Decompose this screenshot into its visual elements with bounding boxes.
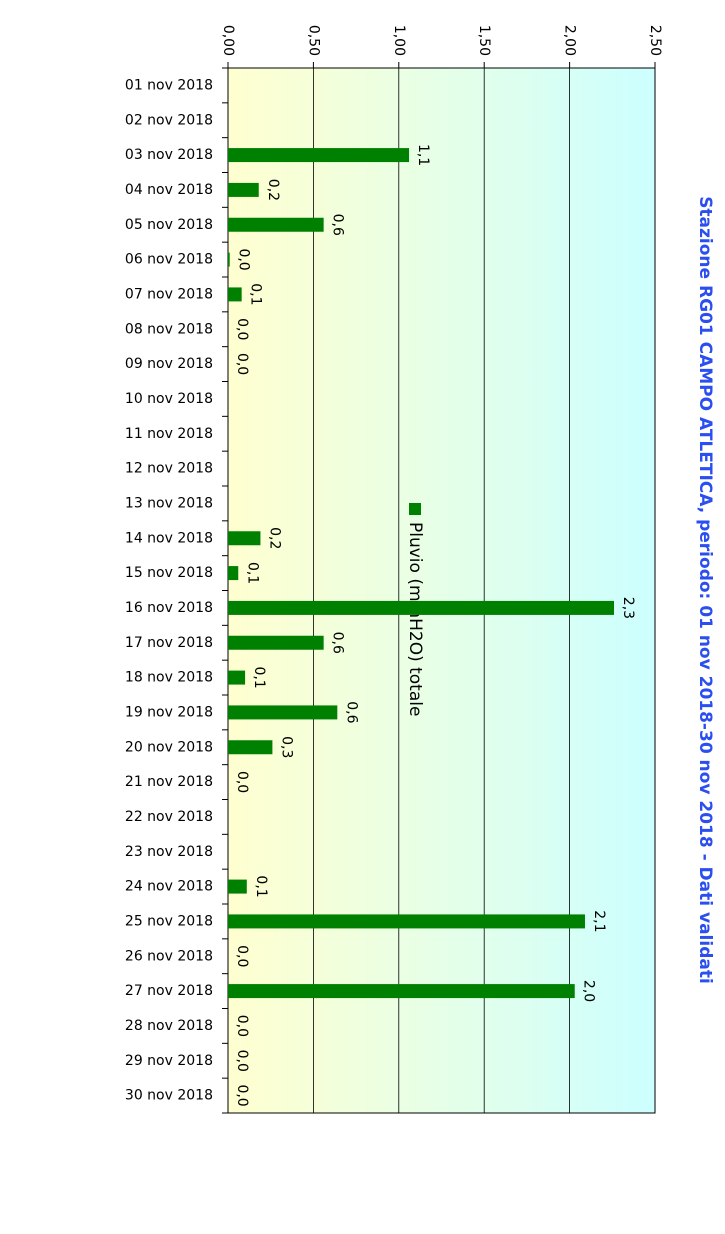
legend-swatch [409, 503, 421, 515]
y-tick-label: 05 nov 2018 [125, 217, 213, 233]
data-label: 0,1 [251, 666, 267, 688]
y-tick-label: 04 nov 2018 [125, 182, 213, 198]
data-label: 0,6 [330, 214, 346, 236]
data-label: 0,2 [266, 527, 282, 549]
bar [228, 600, 615, 615]
y-tick-label: 26 nov 2018 [125, 948, 213, 964]
x-tick-label: 0,00 [220, 25, 236, 56]
bar [228, 531, 261, 546]
y-tick-label: 25 nov 2018 [125, 913, 213, 929]
y-tick-label: 08 nov 2018 [125, 321, 213, 337]
x-tick-label: 0,50 [305, 25, 321, 56]
data-label: 0,0 [234, 353, 250, 375]
y-tick-label: 23 nov 2018 [125, 844, 213, 860]
y-tick-label: 16 nov 2018 [125, 600, 213, 616]
y-tick-label: 02 nov 2018 [125, 112, 213, 128]
bar [228, 705, 338, 720]
bar [228, 148, 410, 163]
data-label: 0,6 [343, 701, 359, 723]
y-tick-label: 01 nov 2018 [125, 77, 213, 93]
y-tick-label: 10 nov 2018 [125, 391, 213, 407]
y-tick-label: 11 nov 2018 [125, 426, 213, 442]
data-label: 0,3 [278, 736, 294, 758]
data-label: 0,0 [236, 248, 252, 270]
y-tick-label: 19 nov 2018 [125, 704, 213, 720]
bar [228, 566, 239, 581]
x-tick-label: 1,00 [391, 25, 407, 56]
y-tick-label: 15 nov 2018 [125, 565, 213, 581]
y-tick-label: 17 nov 2018 [125, 635, 213, 651]
bar [228, 670, 246, 685]
data-label: 1,1 [415, 144, 431, 166]
y-tick-label: 27 nov 2018 [125, 983, 213, 999]
data-label: 2,3 [620, 597, 636, 619]
bar [228, 635, 324, 650]
data-label: 0,6 [330, 632, 346, 654]
x-tick-label: 2,00 [562, 25, 578, 56]
y-tick-label: 30 nov 2018 [125, 1088, 213, 1104]
data-label: 0,2 [265, 179, 281, 201]
data-label: 0,1 [253, 875, 269, 897]
x-tick-label: 1,50 [476, 25, 492, 56]
y-tick-label: 22 nov 2018 [125, 809, 213, 825]
y-tick-label: 28 nov 2018 [125, 1018, 213, 1034]
data-label: 2,1 [591, 910, 607, 932]
y-tick-label: 20 nov 2018 [125, 739, 213, 755]
y-tick-label: 09 nov 2018 [125, 356, 213, 372]
data-label: 0,0 [234, 1084, 250, 1106]
y-tick-label: 06 nov 2018 [125, 252, 213, 268]
y-tick-label: 12 nov 2018 [125, 461, 213, 477]
data-label: 0,1 [244, 562, 260, 584]
bar [228, 217, 324, 232]
bar [228, 879, 247, 894]
y-tick-label: 18 nov 2018 [125, 670, 213, 686]
data-label: 0,0 [234, 1015, 250, 1037]
x-tick-label: 2,50 [647, 25, 663, 56]
data-label: 2,0 [581, 980, 597, 1002]
bar [228, 740, 273, 755]
y-tick-label: 13 nov 2018 [125, 495, 213, 511]
bar [228, 287, 242, 302]
plot-area [227, 67, 656, 1114]
y-tick-label: 14 nov 2018 [125, 530, 213, 546]
y-tick-label: 07 nov 2018 [125, 286, 213, 302]
data-label: 0,0 [234, 1050, 250, 1072]
data-label: 0,0 [234, 318, 250, 340]
y-tick-label: 24 nov 2018 [125, 879, 213, 895]
bar [228, 984, 575, 999]
bar [228, 252, 230, 267]
bar [228, 914, 585, 929]
bar [228, 182, 259, 197]
y-tick-label: 03 nov 2018 [125, 147, 213, 163]
chart-title: Stazione RG01 CAMPO ATLETICA, periodo: 0… [695, 196, 715, 984]
data-label: 0,0 [234, 771, 250, 793]
y-tick-label: 29 nov 2018 [125, 1053, 213, 1069]
data-label: 0,1 [248, 283, 264, 305]
legend-label: Pluvio (mmH2O) totale [405, 522, 425, 716]
y-tick-label: 21 nov 2018 [125, 774, 213, 790]
data-label: 0,0 [234, 945, 250, 967]
